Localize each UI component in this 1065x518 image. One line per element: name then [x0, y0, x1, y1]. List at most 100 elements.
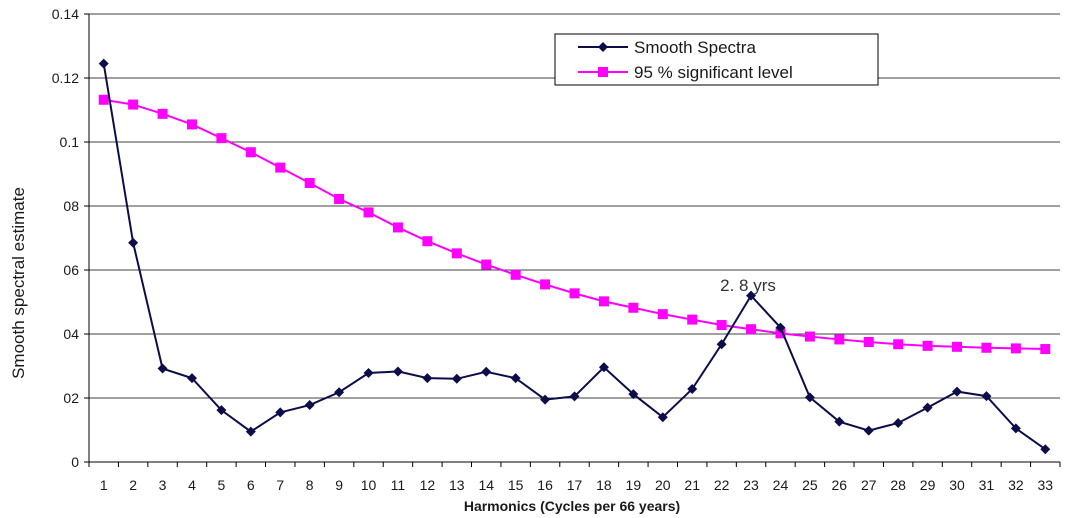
data-point [245, 147, 256, 158]
data-point [451, 373, 462, 384]
data-point [893, 339, 904, 350]
data-point [422, 236, 433, 247]
data-point [510, 269, 521, 280]
x-tick-label: 23 [743, 477, 759, 493]
x-tick-label: 9 [335, 477, 343, 493]
data-point [334, 193, 345, 204]
x-tick-label: 12 [420, 477, 436, 493]
data-point [481, 366, 492, 377]
data-point [157, 363, 168, 374]
x-tick-label: 10 [361, 477, 377, 493]
x-tick-label: 6 [247, 477, 255, 493]
x-tick-label: 7 [276, 477, 284, 493]
data-point [481, 259, 492, 270]
x-tick-label: 17 [567, 477, 583, 493]
x-tick-label: 22 [714, 477, 730, 493]
data-point [363, 368, 374, 379]
x-tick-label: 1 [100, 477, 108, 493]
x-tick-label: 19 [626, 477, 642, 493]
x-tick-label: 14 [478, 477, 494, 493]
legend: Smooth Spectra 95 % significant level [554, 33, 879, 86]
x-tick-label: 21 [684, 477, 700, 493]
x-tick-label: 25 [802, 477, 818, 493]
x-tick-labels: 1 2 3 4 5 6 7 8 9 10 11 12 13 14 15 16 17 18 19 20 21 22 23 24 2… [100, 477, 1053, 493]
data-point [746, 324, 757, 335]
x-tick-label: 5 [218, 477, 226, 493]
legend-label-smooth-spectra: Smooth Spectra [634, 38, 756, 57]
data-point [775, 328, 786, 339]
data-point [540, 394, 551, 405]
x-axis-label: Harmonics (Cycles per 66 years) [464, 498, 680, 514]
series-significant-level [98, 94, 1051, 355]
data-point [275, 407, 286, 418]
annotation-label: 2. 8 yrs [720, 276, 776, 295]
data-point [186, 119, 197, 130]
y-axis-label: Smooth spectral estimate [9, 187, 28, 379]
legend-label-significant-level: 95 % significant level [634, 63, 793, 82]
data-point [186, 373, 197, 384]
data-point [981, 391, 992, 402]
data-point [716, 320, 727, 331]
data-point [128, 237, 139, 248]
x-tick-label: 33 [1037, 477, 1053, 493]
data-point [952, 341, 963, 352]
data-point [804, 331, 815, 342]
x-tick-label: 27 [861, 477, 877, 493]
y-tick-label: 0 [71, 454, 79, 470]
data-point [834, 416, 845, 427]
annotations: 2. 8 yrs [720, 276, 776, 295]
data-point [98, 94, 109, 105]
data-point [922, 402, 933, 413]
data-point [628, 389, 639, 400]
y-tick-label: 06 [63, 262, 79, 278]
series-smooth-spectra [98, 58, 1051, 455]
data-point [510, 373, 521, 384]
y-tick-label: 04 [63, 326, 79, 342]
x-tick-label: 28 [890, 477, 906, 493]
data-point [952, 386, 963, 397]
x-tick-label: 11 [391, 477, 406, 493]
data-point [598, 362, 609, 373]
legend-marker-smooth-spectra [598, 42, 608, 52]
data-point [334, 387, 345, 398]
data-point [422, 373, 433, 384]
y-tick-label: 0.14 [52, 6, 79, 22]
data-point [1040, 344, 1051, 355]
data-point [775, 322, 786, 333]
data-point [834, 334, 845, 345]
data-point [1010, 423, 1021, 434]
series-group [98, 58, 1051, 455]
data-point [657, 309, 668, 320]
data-point [863, 425, 874, 436]
y-tick-label: 0.1 [60, 134, 80, 150]
y-tick-label: 02 [63, 390, 79, 406]
x-tick-label: 16 [537, 477, 553, 493]
data-point [98, 58, 109, 69]
data-point [628, 302, 639, 313]
x-tick-label: 3 [159, 477, 167, 493]
data-point [392, 366, 403, 377]
axes [84, 13, 1061, 467]
data-point [598, 296, 609, 307]
y-tick-labels: 0 02 04 06 08 0.1 0.12 0.14 [52, 6, 79, 470]
data-point [687, 314, 698, 325]
data-point [245, 426, 256, 437]
data-point [216, 405, 227, 416]
data-point [804, 392, 815, 403]
legend-box [554, 33, 879, 86]
x-tick-label: 4 [188, 477, 196, 493]
data-point [863, 337, 874, 347]
x-tick-label: 32 [1008, 477, 1024, 493]
data-point [569, 391, 580, 402]
data-point [1010, 343, 1021, 354]
x-tick-label: 18 [596, 477, 612, 493]
series-line [102, 63, 1046, 451]
data-point [540, 279, 551, 290]
data-point [716, 339, 727, 350]
legend-marker-significant-level [598, 67, 608, 77]
x-tick-label: 20 [655, 477, 671, 493]
data-point [451, 248, 462, 259]
x-tick-label: 15 [508, 477, 524, 493]
data-point [128, 99, 139, 110]
x-tick-label: 29 [920, 477, 936, 493]
